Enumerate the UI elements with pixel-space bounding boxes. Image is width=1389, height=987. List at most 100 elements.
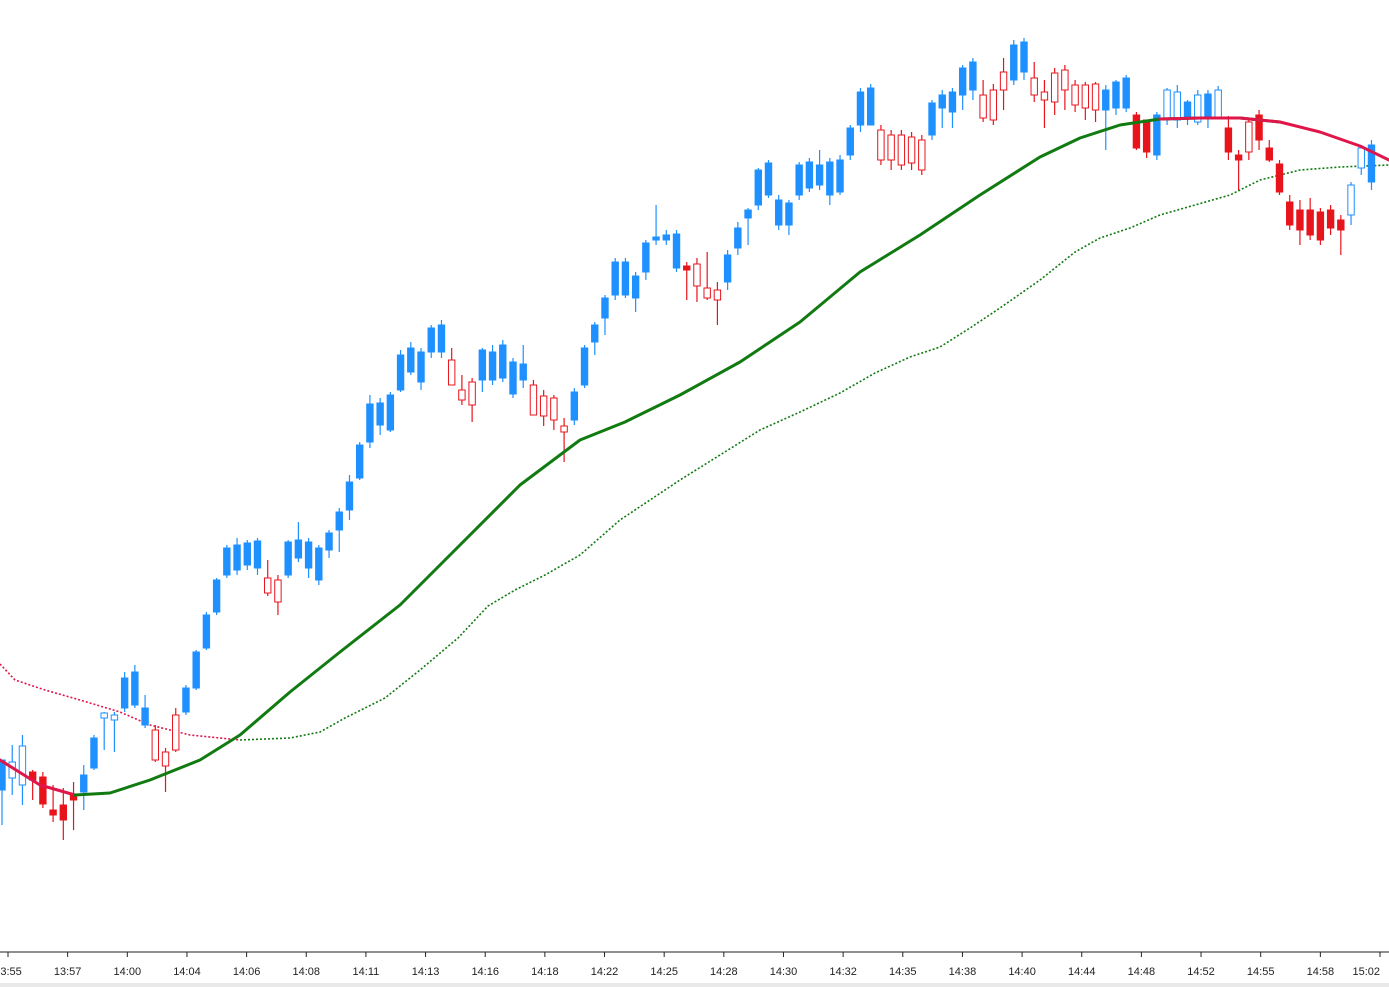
candle-body	[1112, 81, 1120, 109]
candle	[723, 250, 732, 290]
candle	[366, 395, 374, 448]
candle-body	[938, 94, 946, 109]
candle-body	[621, 261, 630, 296]
candle-body	[509, 361, 517, 395]
candle-body	[723, 254, 732, 283]
candle	[335, 508, 343, 552]
candle	[488, 345, 497, 385]
x-tick-label: 13:57	[54, 966, 82, 978]
candle	[192, 650, 200, 690]
candle	[274, 575, 282, 615]
candle-body	[120, 677, 129, 709]
candle	[1255, 110, 1263, 150]
candle-body	[652, 236, 660, 241]
candle	[539, 390, 548, 426]
candle-body	[1142, 119, 1151, 153]
candle	[407, 342, 415, 375]
candle-body	[80, 774, 88, 793]
candle-body	[335, 511, 343, 531]
candle	[734, 222, 742, 255]
candle	[897, 130, 906, 170]
candle	[437, 320, 446, 358]
stop-line-down	[0, 663, 241, 741]
candle	[1010, 40, 1018, 85]
candle	[580, 345, 589, 388]
candle	[744, 208, 752, 245]
candle-body	[110, 714, 119, 721]
candle	[182, 685, 190, 715]
candle-body	[447, 359, 456, 386]
candle-body	[1194, 94, 1202, 123]
candle	[447, 348, 456, 386]
moving-average	[0, 116, 1389, 797]
candle-body	[764, 162, 773, 196]
x-tick-label: 14:38	[949, 966, 977, 978]
candle	[212, 578, 221, 615]
x-tick-label: 14:30	[770, 966, 798, 978]
candle-body	[1163, 89, 1171, 121]
candle-body	[1050, 72, 1059, 103]
candle-body	[979, 94, 987, 119]
candle	[28, 770, 37, 800]
candle	[233, 538, 241, 575]
candle	[979, 80, 987, 122]
stop-line-up	[239, 164, 1389, 741]
candle-body	[1020, 41, 1028, 73]
scroll-strip[interactable]	[0, 983, 1389, 987]
candle	[570, 388, 579, 425]
candle	[1061, 65, 1069, 110]
candle	[662, 230, 670, 245]
candle-body	[458, 389, 466, 401]
candle	[120, 672, 129, 712]
candle	[202, 612, 211, 650]
candle	[243, 540, 251, 570]
candle-body	[795, 164, 803, 196]
candle-body	[1132, 114, 1141, 149]
candle-body	[836, 159, 844, 193]
candle-body	[59, 804, 68, 821]
candle	[519, 345, 527, 388]
candle	[1091, 82, 1100, 122]
candle	[989, 84, 998, 125]
x-tick-label: 14:25	[650, 966, 678, 978]
candle	[1030, 62, 1038, 102]
candle-body	[1286, 201, 1294, 226]
candle	[315, 545, 323, 585]
candle	[223, 545, 231, 578]
candle-body	[1347, 184, 1355, 216]
candle-body	[315, 547, 323, 581]
candle-body	[417, 351, 425, 383]
candle	[1183, 100, 1192, 125]
candle-body	[642, 242, 650, 273]
candle-body	[713, 289, 722, 301]
candle	[356, 442, 364, 480]
x-tick-label: 13:55	[0, 966, 22, 978]
candle	[785, 200, 793, 235]
candle	[1173, 85, 1181, 128]
candle	[1020, 38, 1028, 80]
candle-body	[693, 263, 701, 287]
candle	[795, 162, 803, 200]
candle	[376, 398, 384, 435]
candle-body	[1061, 69, 1069, 91]
x-tick-label: 14:08	[292, 966, 320, 978]
candle-body	[243, 542, 251, 566]
candle-body	[478, 349, 487, 381]
candle-body	[1122, 77, 1130, 109]
candle-body	[754, 169, 762, 206]
x-tick-label: 14:16	[471, 966, 499, 978]
ma-line-falling-end	[1158, 116, 1389, 162]
candle-body	[366, 403, 374, 443]
candle-body	[703, 287, 711, 299]
candle	[928, 100, 936, 140]
candle-body	[253, 540, 262, 569]
x-tick-label: 14:18	[531, 966, 559, 978]
candle-body	[1296, 209, 1304, 231]
candle-body	[815, 164, 824, 186]
candle-body	[1306, 209, 1314, 236]
candle-body	[131, 671, 139, 706]
candle-body	[141, 707, 149, 726]
candle-body	[407, 347, 415, 373]
candle-body	[1234, 154, 1243, 161]
